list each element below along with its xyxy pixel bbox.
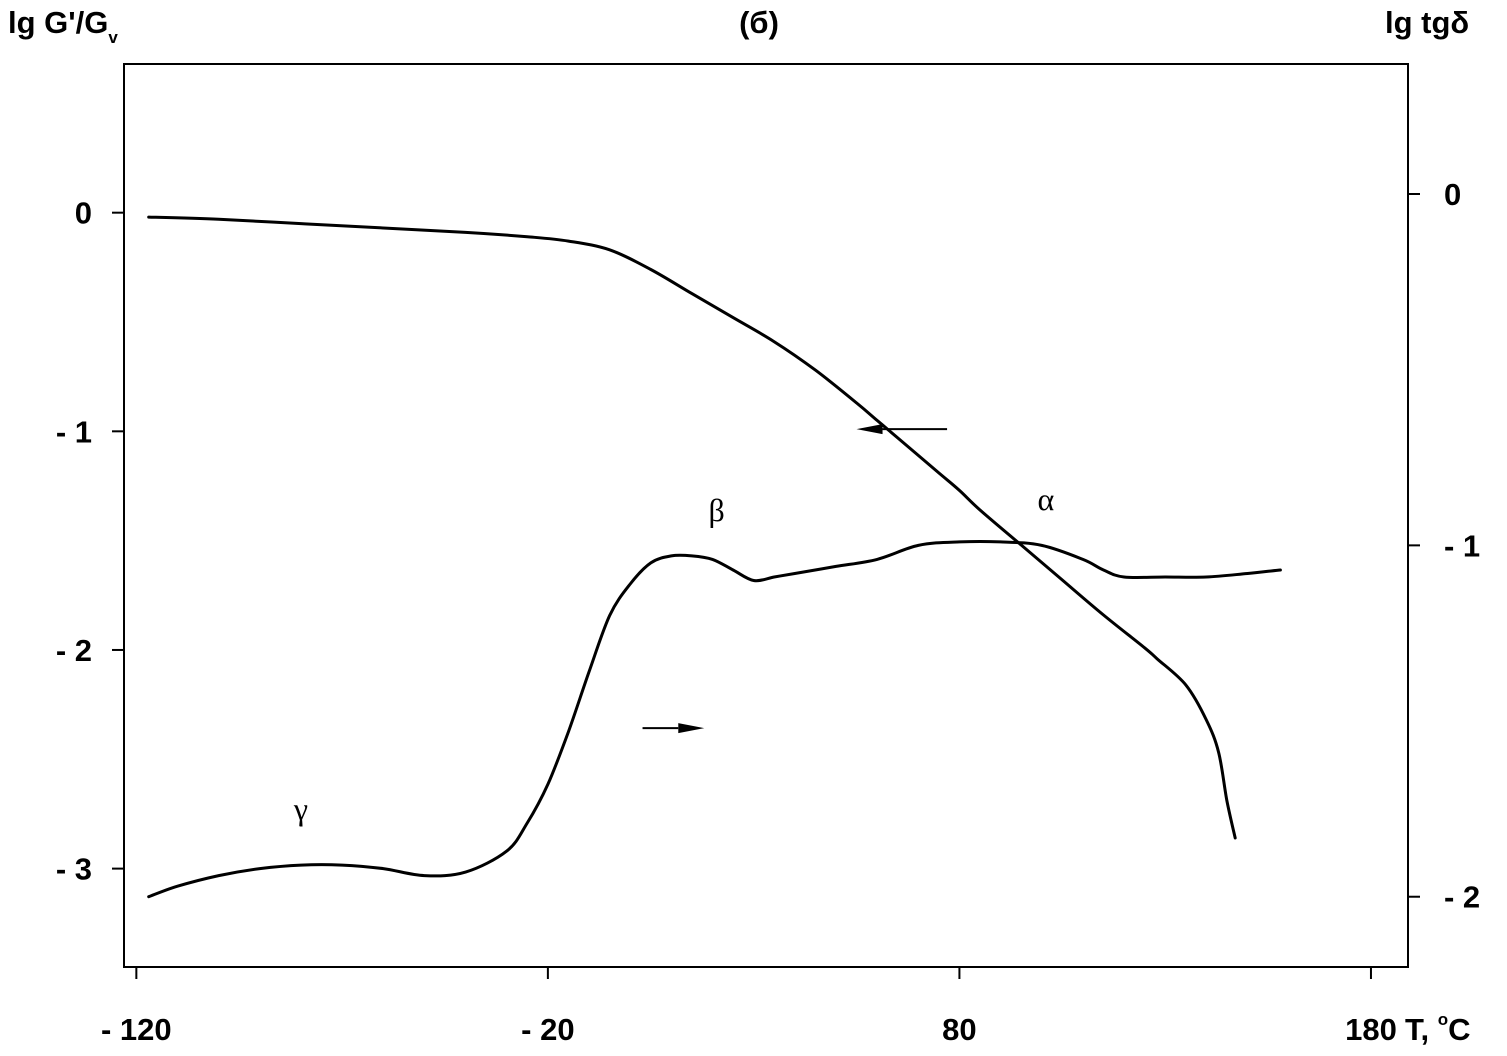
transition-label: γ xyxy=(293,790,308,826)
left-axis-label: lg G'/Gv xyxy=(8,5,118,47)
transition-label: β xyxy=(708,492,724,528)
y-right-tick-label: 0 xyxy=(1444,177,1461,212)
y-right-tick-label: - 1 xyxy=(1444,528,1480,563)
x-tick-label: - 20 xyxy=(521,1012,574,1047)
y-left-tick-label: 0 xyxy=(75,196,92,231)
series-line-modulus xyxy=(147,215,1237,840)
ticks-layer: - 120 - 20 80 180 0 - 1 - 2 - 3 0 - 1 - 2 xyxy=(56,177,1480,1047)
arrow-head xyxy=(678,723,705,734)
x-tick-label: 80 xyxy=(942,1012,976,1047)
left-axis-label-subscript: v xyxy=(108,28,118,47)
x-axis-label-unit: C xyxy=(1448,1012,1470,1047)
x-tick-label: 180 xyxy=(1345,1012,1397,1047)
left-axis-label-main: lg G'/G xyxy=(8,5,108,40)
arrow-head xyxy=(856,424,883,435)
series-layer xyxy=(147,215,1282,899)
y-left-tick-label: - 2 xyxy=(56,633,92,668)
annotation-layer: β α γ xyxy=(293,424,1054,826)
series-line-loss-tangent xyxy=(147,539,1282,899)
plot-frame xyxy=(123,63,1409,968)
y-left-tick-label: - 1 xyxy=(56,414,92,449)
x-tick-label: - 120 xyxy=(101,1012,172,1047)
y-left-tick-label: - 3 xyxy=(56,852,92,887)
y-right-tick-label: - 2 xyxy=(1444,880,1480,915)
chart-title: (б) xyxy=(739,5,779,40)
x-axis-label: T, oC xyxy=(1405,1010,1471,1047)
x-axis-label-degree: o xyxy=(1438,1010,1448,1029)
x-axis-label-text: T, xyxy=(1405,1012,1438,1047)
right-axis-label: lg tgδ xyxy=(1385,5,1469,40)
transition-label: α xyxy=(1037,481,1054,517)
